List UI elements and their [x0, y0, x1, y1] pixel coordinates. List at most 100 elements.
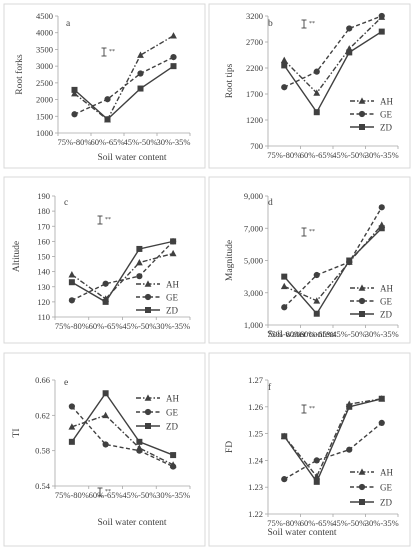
data-point-zd: [313, 109, 320, 116]
y-tick-label: 1,000: [244, 320, 263, 330]
chart-panel-a: 1000 1500 2000 2500 3000 3500 4000 4500 75%-80% 6…: [3, 3, 206, 169]
data-point-ah: [313, 297, 321, 304]
x-tick-label: 75%-80%: [267, 518, 301, 528]
series-line-zd: [74, 65, 174, 121]
data-point-zd: [313, 310, 320, 317]
y-tick-label: 1000: [36, 128, 53, 138]
data-point-ge: [313, 271, 320, 279]
x-tick-label: 45%-50%: [332, 150, 366, 160]
data-point-ah: [137, 51, 144, 58]
significance-label: **: [109, 49, 115, 55]
data-point-ah: [280, 56, 288, 63]
x-tick-label: 60%-65%: [300, 150, 334, 160]
y-tick-label: 180: [37, 206, 50, 216]
panel-frame: [208, 176, 411, 344]
data-point-ge: [346, 25, 353, 32]
data-point-ge: [346, 446, 353, 453]
series-line-ah: [71, 252, 174, 300]
y-tick-label: 5,000: [244, 256, 263, 266]
y-tick-label: 1200: [246, 115, 263, 125]
y-tick-label: 4000: [36, 28, 53, 38]
data-point-zd: [68, 438, 75, 445]
data-point-ge: [281, 304, 288, 311]
series-line-zd: [71, 392, 174, 456]
legend-label: GE: [380, 297, 392, 307]
legend-label: ZD: [380, 310, 392, 320]
data-point-ah: [71, 89, 78, 97]
legend-marker: [145, 423, 151, 429]
series-line-zd: [283, 227, 383, 315]
y-tick-label: 1.26: [248, 402, 263, 412]
data-point-zd: [346, 403, 353, 410]
legend-label: ZD: [380, 498, 392, 508]
legend-label: AH: [380, 97, 393, 107]
data-point-ah: [68, 271, 76, 278]
legend-label: ZD: [166, 422, 178, 432]
x-axis-label: Soil water content: [97, 518, 166, 528]
data-point-ah: [135, 258, 143, 266]
data-point-zd: [104, 116, 111, 123]
y-tick-label: 2500: [36, 78, 53, 88]
panel-label: d: [268, 198, 273, 208]
data-point-ge: [136, 273, 143, 280]
x-tick-label: 60%-65%: [300, 518, 334, 528]
data-point-zd: [346, 49, 353, 56]
series-line-ah: [74, 35, 174, 121]
legend-marker: [358, 97, 366, 104]
series-line-ah: [283, 224, 383, 302]
x-tick-label: 45%-50%: [332, 518, 366, 528]
data-point-ge: [378, 204, 385, 211]
data-point-ge: [170, 463, 177, 470]
y-tick-label: 1500: [36, 111, 53, 121]
y-tick-label: 1.25: [248, 429, 263, 439]
panel-label: e: [64, 378, 68, 388]
x-axis-label: Soil water content: [267, 528, 336, 538]
series-line-ah: [283, 398, 382, 478]
data-point-ah: [313, 89, 321, 96]
data-point-ge: [281, 84, 288, 91]
data-point-zd: [378, 225, 385, 232]
data-point-zd: [281, 273, 288, 280]
chart-panel-d: 1,000 3,000 5,000 7,000 9,000 75%-80%60%-65%4…: [208, 176, 411, 344]
x-tick-label: 45%-50%: [332, 329, 366, 339]
data-point-zd: [378, 28, 385, 35]
data-point-zd: [68, 279, 75, 286]
legend-marker: [358, 110, 366, 118]
y-tick-label: 0.58: [35, 446, 50, 456]
y-tick-label: 1.22: [248, 509, 263, 519]
series-line-zd: [71, 240, 174, 303]
y-tick-label: 2700: [246, 37, 263, 47]
data-point-zd: [102, 390, 109, 397]
data-point-ge: [104, 96, 111, 103]
legend-marker: [144, 280, 152, 287]
legend-label: AH: [166, 394, 179, 404]
data-point-ge: [281, 476, 288, 483]
data-point-ge: [137, 70, 144, 77]
legend-label: ZD: [380, 123, 392, 133]
data-point-ge: [170, 54, 177, 61]
y-tick-label: 3500: [36, 44, 53, 54]
data-point-ge: [68, 297, 75, 304]
legend-marker: [358, 483, 366, 491]
y-tick-label: 3,000: [244, 288, 263, 298]
series-line-ge: [283, 422, 383, 480]
data-point-ah: [68, 423, 76, 430]
significance-label: **: [105, 489, 111, 495]
data-point-zd: [170, 63, 177, 70]
x-tick-label: 45%-50%: [122, 490, 156, 500]
x-tick-label: 75%-80%: [58, 137, 92, 147]
x-tick-label: 30%-35%: [365, 518, 399, 528]
legend-label: GE: [166, 408, 178, 418]
legend-marker: [358, 468, 366, 475]
y-tick-label: 1.24: [248, 455, 264, 465]
panel-frame: [3, 176, 206, 344]
y-tick-label: 1700: [246, 89, 263, 99]
x-axis-label: Soil water content: [267, 330, 336, 340]
data-point-zd: [346, 257, 353, 264]
legend-label: GE: [380, 110, 392, 120]
y-tick-label: 190: [37, 191, 50, 201]
y-tick-label: 2200: [246, 63, 263, 73]
y-tick-label: 140: [37, 267, 50, 277]
y-tick-label: 7,000: [244, 223, 263, 233]
